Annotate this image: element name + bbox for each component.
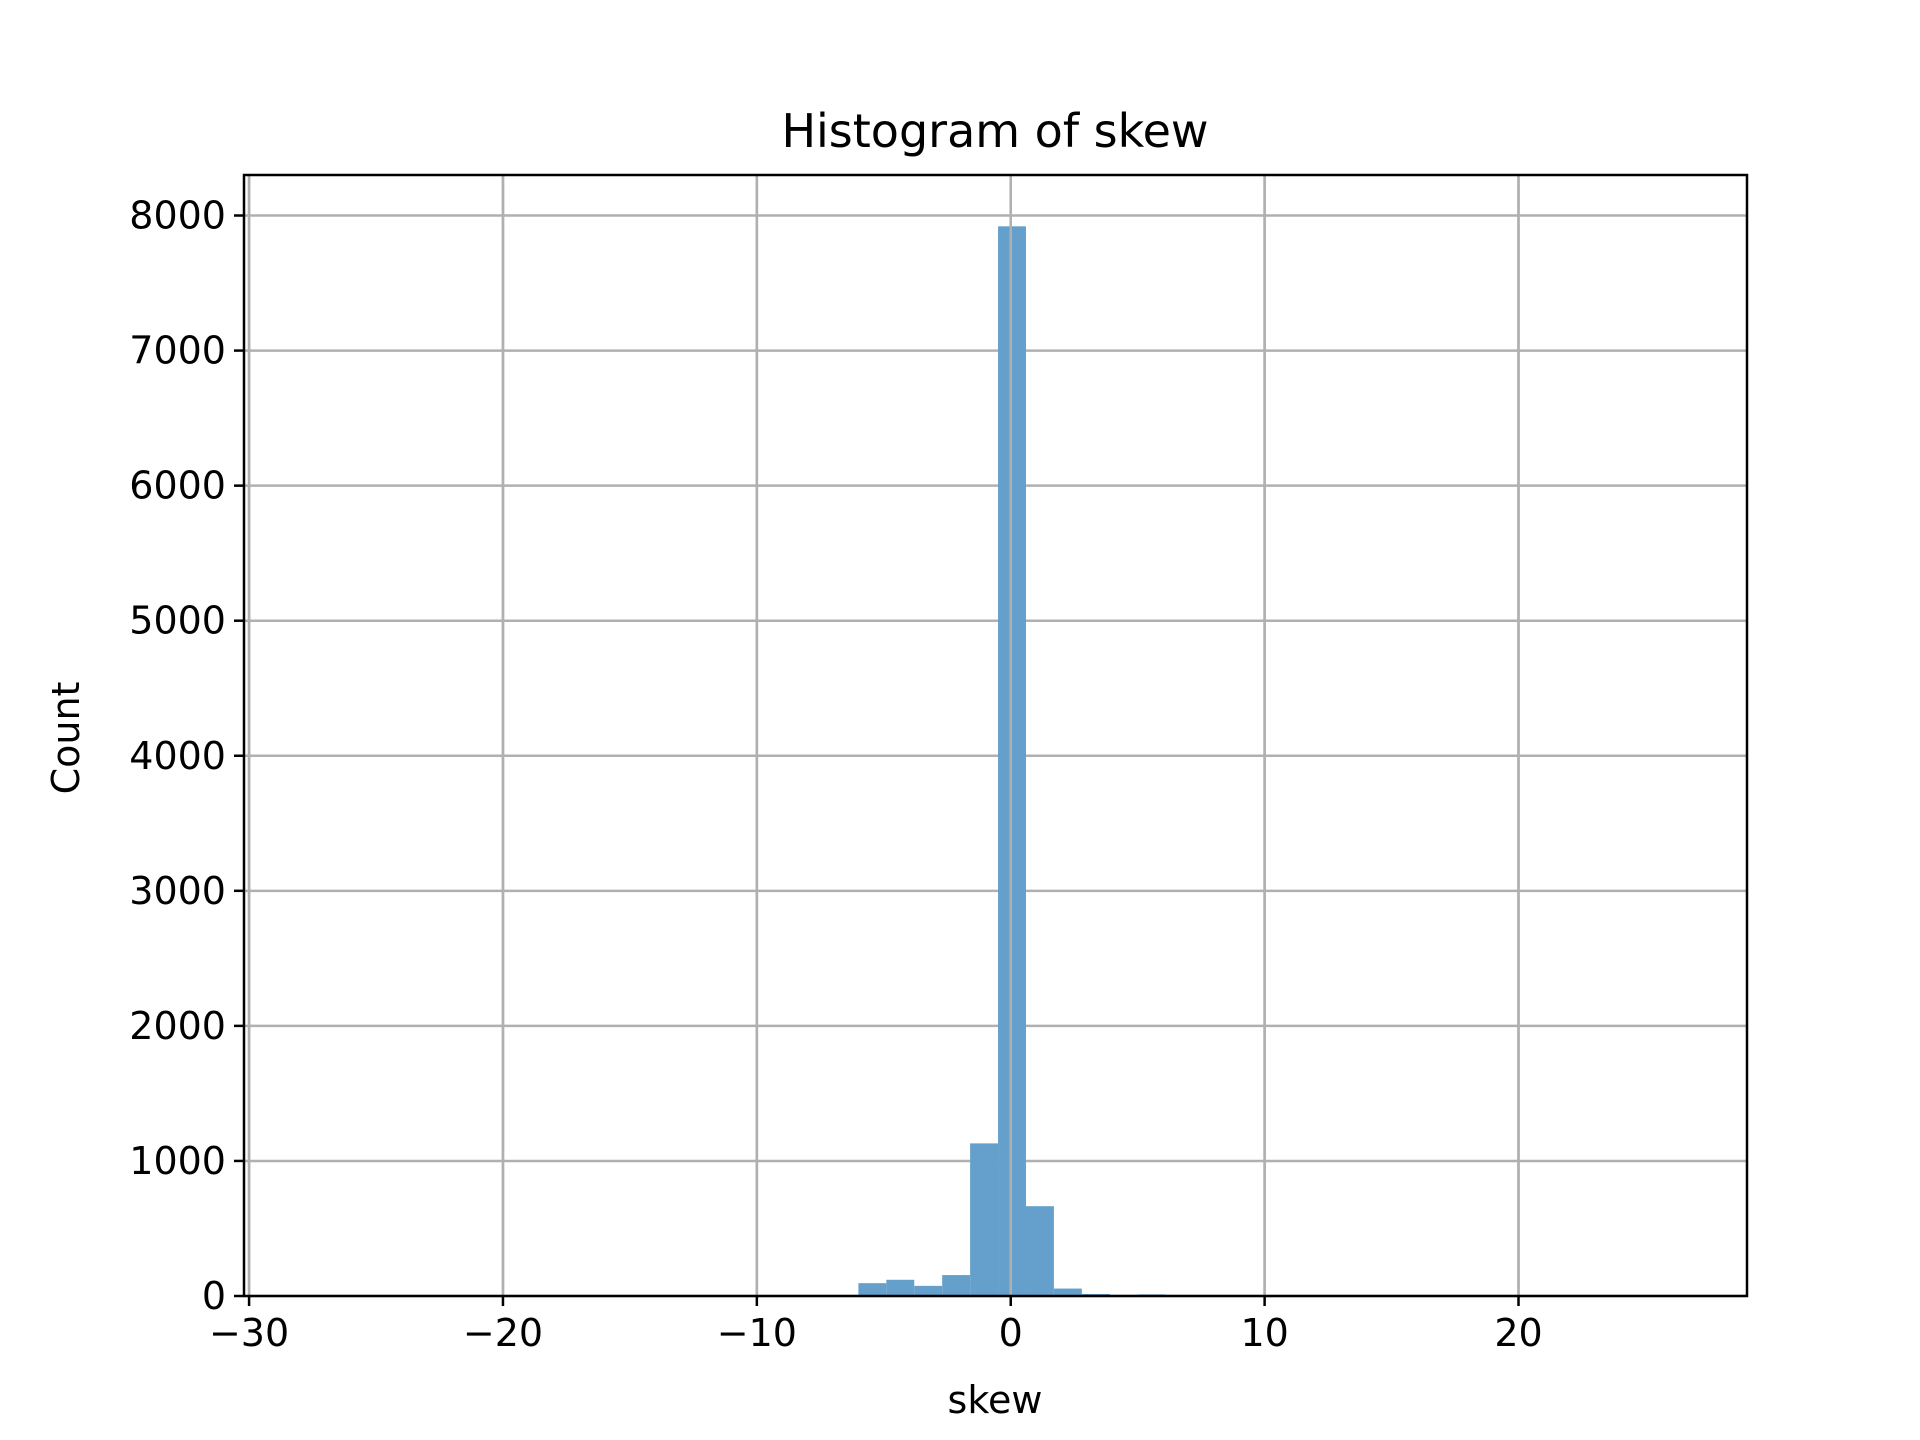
zero-grid-overlay	[247, 175, 1520, 1296]
histogram-bar	[1025, 1206, 1054, 1296]
y-tick-label: 2000	[129, 1004, 226, 1048]
x-tick-label: −10	[717, 1311, 797, 1355]
x-axis-ticks: −30 −20 −10 0 10 20	[209, 1296, 1543, 1355]
histogram-bar	[998, 226, 1026, 1297]
histogram-bar	[914, 1285, 943, 1296]
x-axis-label: skew	[948, 1378, 1043, 1422]
histogram-bars	[830, 226, 1194, 1297]
y-tick-label: 0	[202, 1274, 226, 1318]
y-tick-label: 6000	[129, 464, 226, 508]
y-tick-label: 5000	[129, 599, 226, 643]
x-tick-label: 20	[1494, 1311, 1542, 1355]
y-tick-label: 1000	[129, 1139, 226, 1183]
x-tick-label: −20	[463, 1311, 543, 1355]
y-tick-label: 3000	[129, 869, 226, 913]
x-tick-label: −30	[209, 1311, 289, 1355]
histogram-bar	[858, 1283, 887, 1296]
histogram-bar	[970, 1143, 999, 1296]
y-tick-label: 7000	[129, 329, 226, 373]
histogram-bar	[942, 1275, 971, 1296]
y-axis-ticks: 0 1000 2000 3000 4000 5000 6000 7000 8000	[129, 194, 244, 1318]
y-axis-label: Count	[44, 682, 88, 795]
histogram-bar	[1053, 1288, 1082, 1296]
y-tick-label: 4000	[129, 734, 226, 778]
plot-frame	[242, 173, 1749, 1298]
grid-lines	[244, 175, 1747, 1298]
x-tick-label: 10	[1240, 1311, 1288, 1355]
y-tick-label: 8000	[129, 194, 226, 238]
histogram-bar	[886, 1279, 915, 1296]
chart-title: Histogram of skew	[781, 104, 1208, 158]
x-tick-label: 0	[999, 1311, 1023, 1355]
